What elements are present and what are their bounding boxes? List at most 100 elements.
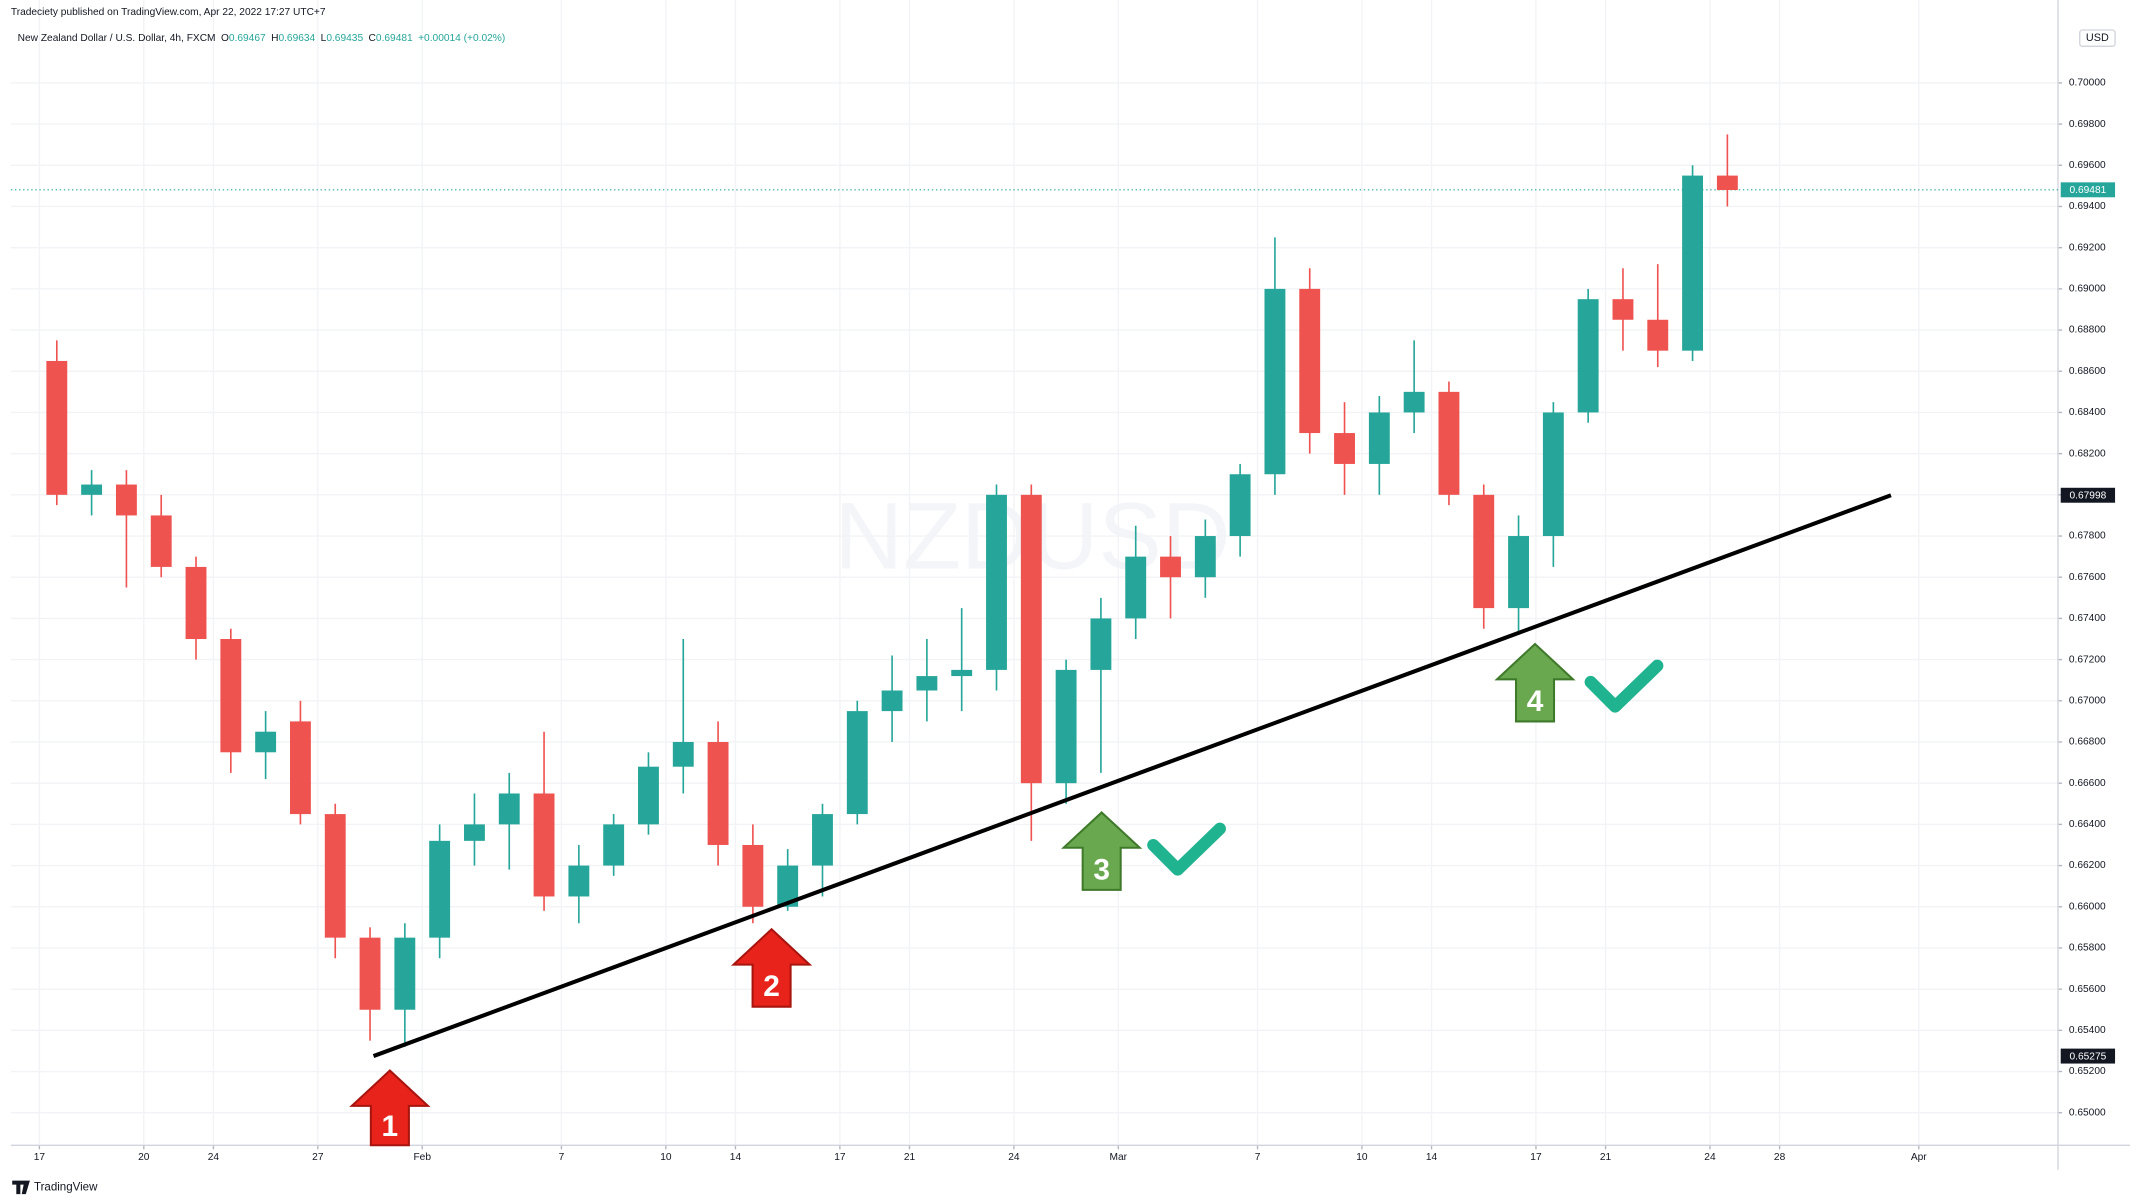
candle-body (255, 731, 277, 753)
y-tick-label: 0.67800 (2069, 531, 2106, 542)
x-tick-label: 27 (312, 1152, 324, 1163)
y-tick-label: 0.69800 (2069, 119, 2106, 130)
candle-body (1403, 391, 1425, 413)
y-tick-label: 0.69400 (2069, 201, 2106, 212)
checkmark (1584, 659, 1664, 713)
y-tick-label: 0.65200 (2069, 1066, 2106, 1077)
y-tick-label: 0.66400 (2069, 819, 2106, 830)
arrow-number: 1 (382, 1110, 399, 1143)
candle-body (1334, 433, 1355, 464)
ohlc-label: O (221, 33, 229, 44)
candle-body (1368, 412, 1390, 464)
candle-body (1125, 556, 1147, 619)
x-tick-label: Feb (413, 1152, 431, 1163)
arrow-number: 3 (1093, 853, 1110, 886)
x-tick-label: 21 (904, 1152, 916, 1163)
ohlc-change: +0.00014 (+0.02%) (418, 33, 505, 44)
currency-box (2079, 29, 2116, 47)
x-tick-label: 28 (1774, 1152, 1786, 1163)
candle-body (777, 865, 799, 907)
y-tick-label: 0.65800 (2069, 943, 2106, 954)
candle-body (1716, 175, 1738, 191)
y-tick-label: 0.69000 (2069, 284, 2106, 295)
x-tick-label: 10 (660, 1152, 672, 1163)
x-tick-label: 20 (138, 1152, 150, 1163)
candle-body (1508, 536, 1529, 609)
candle-body (1577, 299, 1599, 413)
y-tick-label: 0.65600 (2069, 984, 2106, 995)
candle-body (289, 721, 311, 815)
trendline-start-label-box (2060, 1048, 2116, 1064)
candle-body (533, 793, 555, 897)
ohlc-label: L (321, 33, 327, 44)
candle-body (881, 690, 903, 712)
candle-body (115, 484, 137, 516)
checkmark (1147, 822, 1226, 876)
candle-body (220, 639, 242, 753)
y-tick-label: 0.66000 (2069, 901, 2106, 912)
y-tick-label: 0.68400 (2069, 407, 2106, 418)
candle-body (81, 484, 103, 495)
y-tick-label: 0.65000 (2069, 1107, 2106, 1118)
trendline-end-label: 0.67998 (2069, 491, 2106, 502)
x-tick-label: 7 (1255, 1152, 1261, 1163)
x-tick-label: Apr (1911, 1152, 1927, 1163)
candle-body (1473, 494, 1495, 609)
y-tick-label: 0.65400 (2069, 1025, 2106, 1036)
candle-body (672, 741, 694, 767)
publisher-header: Tradeciety published on TradingView.com,… (11, 7, 326, 18)
candle-body (638, 766, 659, 825)
ohlc-value: 0.69481 (376, 33, 413, 44)
candle-body (324, 814, 346, 938)
arrow (1494, 642, 1576, 723)
x-tick-label: 17 (1530, 1152, 1542, 1163)
ohlc-value: 0.69435 (326, 33, 363, 44)
y-tick-label: 0.67600 (2069, 572, 2106, 583)
candle-body (1090, 618, 1112, 670)
candle-body (394, 937, 416, 1010)
y-tick-label: 0.69200 (2069, 242, 2106, 253)
x-tick-label: Mar (1110, 1152, 1128, 1163)
candle-body (1229, 474, 1251, 537)
trendline-end-label-box (2060, 487, 2116, 503)
candle-body (951, 669, 973, 677)
candle-body (1299, 288, 1321, 434)
x-tick-label: 21 (1600, 1152, 1612, 1163)
x-tick-label: 17 (834, 1152, 846, 1163)
y-tick-label: 0.67000 (2069, 695, 2106, 706)
last-price-label-box (2060, 182, 2116, 198)
chart-legend: New Zealand Dollar / U.S. Dollar, 4h, FX… (18, 33, 506, 44)
y-tick-label: 0.66200 (2069, 860, 2106, 871)
x-tick-label: 7 (559, 1152, 565, 1163)
candle-body (1438, 391, 1460, 495)
trendline-start-label: 0.65275 (2069, 1051, 2106, 1062)
x-tick-label: 24 (1704, 1152, 1716, 1163)
candle-body (150, 515, 172, 567)
y-tick-label: 0.67200 (2069, 654, 2106, 665)
candle-body (1055, 669, 1077, 784)
candle-body (429, 840, 451, 938)
candle-body (359, 937, 381, 1010)
candle-body (916, 676, 938, 691)
candle-body (1542, 412, 1564, 537)
ohlc-value: 0.69634 (278, 33, 315, 44)
tradingview-logo (12, 1180, 30, 1195)
arrow (349, 1069, 431, 1147)
candle-body (1612, 299, 1634, 320)
candle-body (568, 865, 590, 897)
x-tick-label: 24 (208, 1152, 220, 1163)
candle-body (846, 711, 868, 815)
arrow-number: 4 (1527, 685, 1544, 718)
y-tick-label: 0.67400 (2069, 613, 2106, 624)
candle-body (603, 824, 625, 866)
trendline (372, 493, 1892, 1058)
x-tick-label: 24 (1008, 1152, 1020, 1163)
currency-label[interactable]: USD (2086, 32, 2109, 44)
y-tick-label: 0.69600 (2069, 160, 2106, 171)
y-tick-label: 0.68200 (2069, 448, 2106, 459)
chart-title: New Zealand Dollar / U.S. Dollar, 4h, FX… (18, 33, 216, 44)
candle-body (464, 824, 485, 841)
candle-body (1020, 494, 1042, 784)
